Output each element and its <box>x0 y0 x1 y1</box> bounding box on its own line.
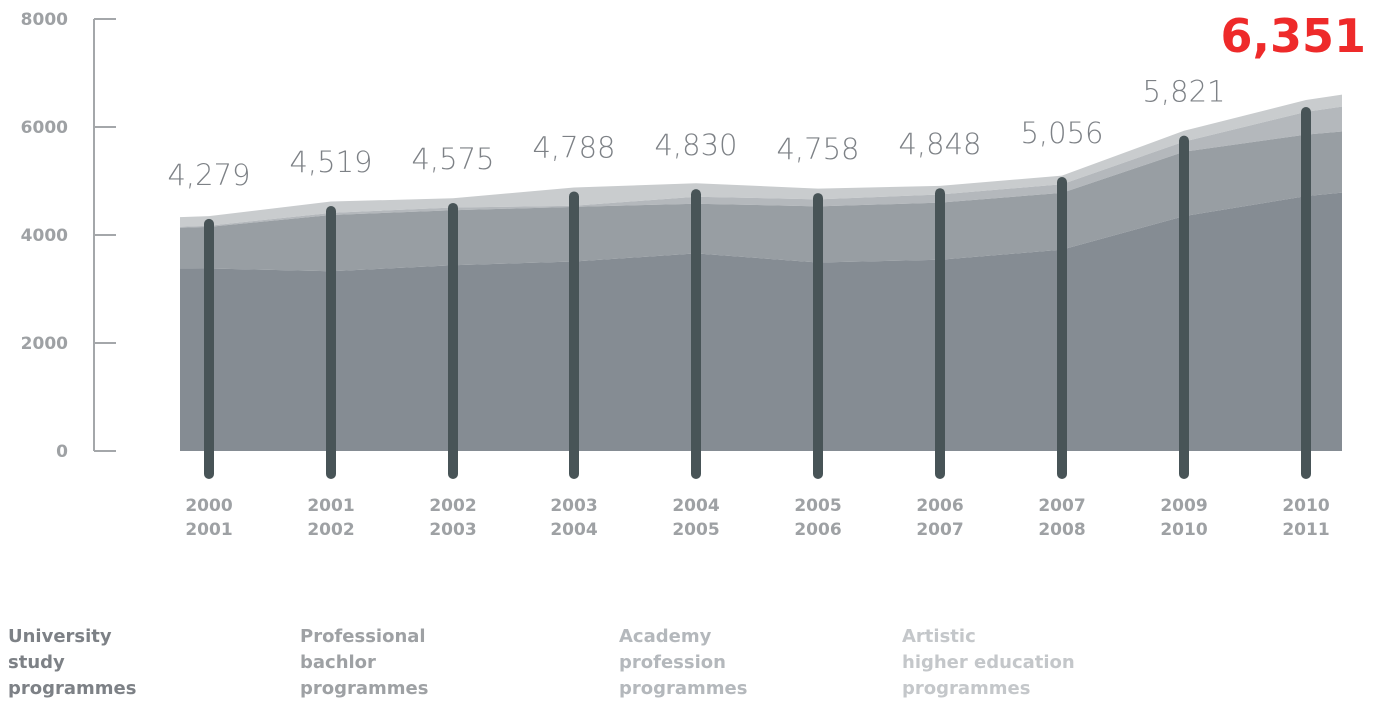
x-tick-label: 2004 2005 <box>672 496 719 540</box>
y-tick-label: 6000 <box>21 118 68 138</box>
total-label: 4,830 <box>654 128 737 162</box>
total-label: 4,279 <box>167 158 250 192</box>
x-tick-label: 2009 2010 <box>1160 496 1207 540</box>
x-tick-label: 2003 2004 <box>550 496 597 540</box>
x-tick-label: 2005 2006 <box>794 496 841 540</box>
total-label: 5,056 <box>1020 116 1103 150</box>
x-tick-label: 2006 2007 <box>916 496 963 540</box>
x-tick-label: 2000 2001 <box>185 496 232 540</box>
total-label: 4,519 <box>289 145 372 179</box>
total-label: 5,821 <box>1142 75 1225 109</box>
x-axis-tick-labels: 2000 2001 2001 2002 2002 2003 2003 2004 2004 2005… <box>185 496 1329 540</box>
y-tick-label: 2000 <box>21 334 68 354</box>
x-tick-label: 2002 2003 <box>429 496 476 540</box>
y-tick-label: 8000 <box>21 10 68 30</box>
total-label: 4,848 <box>898 127 981 161</box>
area-series-3 <box>180 94 1342 227</box>
area-series-1 <box>180 131 1342 272</box>
total-label: 4,575 <box>411 142 494 176</box>
area-series-0 <box>180 192 1342 451</box>
area-series-group <box>180 94 1342 451</box>
x-tick-label: 2007 2008 <box>1038 496 1085 540</box>
total-label-highlight: 6,351 <box>1220 9 1366 63</box>
legend-item-artistic-higher-education: Artistic higher education programmes <box>902 626 1075 699</box>
x-tick-label: 2010 2011 <box>1282 496 1329 540</box>
legend-item-university: University study programmes <box>8 626 137 699</box>
year-markers <box>204 107 1311 479</box>
y-axis: 0 2000 4000 6000 8000 <box>21 10 116 462</box>
total-label: 4,788 <box>532 130 615 164</box>
total-label: 4,758 <box>776 132 859 166</box>
total-labels: 4,279 4,519 4,575 4,788 4,830 4,758 4,848 5,056… <box>167 9 1366 192</box>
legend-item-academy-profession: Academy profession programmes <box>619 626 748 699</box>
y-tick-label: 4000 <box>21 226 68 246</box>
y-tick-label: 0 <box>56 442 68 462</box>
legend-item-professional-bachelor: Professional bachlor programmes <box>300 626 429 699</box>
x-tick-label: 2001 2002 <box>307 496 354 540</box>
area-series-2 <box>180 106 1342 228</box>
